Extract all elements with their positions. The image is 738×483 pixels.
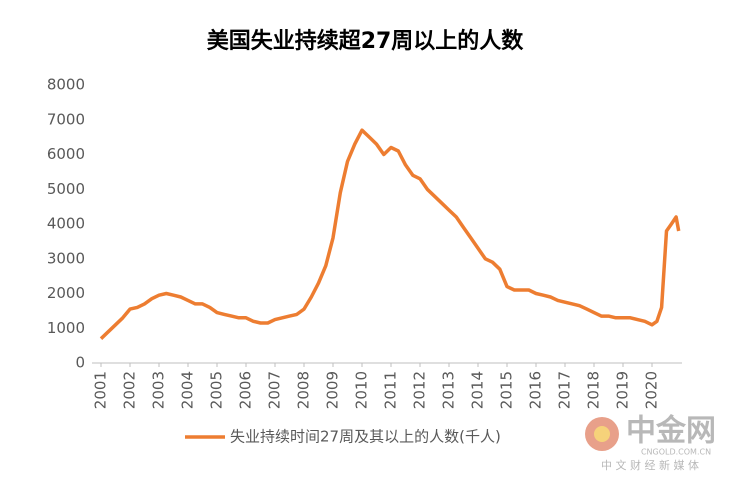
x-tick-label: 2012: [411, 371, 429, 409]
y-tick-label: 6000: [47, 145, 85, 163]
y-tick-label: 7000: [47, 110, 85, 128]
y-tick-label: 0: [75, 354, 85, 372]
x-tick-label: 2015: [498, 371, 516, 409]
x-tick-label: 2005: [208, 371, 226, 409]
x-tick-label: 2019: [614, 371, 632, 409]
x-tick-label: 2010: [353, 371, 371, 409]
y-tick-label: 2000: [47, 284, 85, 302]
x-tick-label: 2016: [527, 371, 545, 409]
x-tick-label: 2013: [440, 371, 458, 409]
logo-core: [594, 426, 610, 442]
x-tick-label: 2017: [556, 371, 574, 409]
series-line: [99, 128, 681, 340]
y-tick-label: 3000: [47, 249, 85, 267]
x-tick-label: 2009: [324, 371, 342, 409]
watermark-brand: 中金网: [626, 414, 716, 449]
x-tick-label: 2018: [585, 371, 603, 409]
x-tick-label: 2014: [469, 371, 487, 409]
x-tick-label: 2006: [237, 371, 255, 409]
x-tick-label: 2004: [179, 371, 197, 409]
x-tick-label: 2020: [643, 371, 661, 409]
x-tick-label: 2002: [121, 371, 139, 409]
watermark-tagline: 中 文 财 经 新 媒 体: [601, 458, 699, 472]
y-tick-label: 8000: [47, 76, 85, 94]
watermark: 中金网 CNGOLD.COM.CN 中 文 财 经 新 媒 体: [585, 414, 716, 472]
x-tick-label: 2011: [382, 371, 400, 409]
y-tick-label: 1000: [47, 319, 85, 337]
watermark-domain: CNGOLD.COM.CN: [641, 448, 711, 457]
x-tick-label: 2007: [266, 371, 284, 409]
y-tick-label: 5000: [47, 180, 85, 198]
legend-label: 失业持续时间27周及其以上的人数(千人): [230, 428, 501, 446]
x-tick-label: 2003: [150, 371, 168, 409]
chart-title: 美国失业持续超27周以上的人数: [207, 28, 525, 54]
y-tick-label: 4000: [47, 215, 85, 233]
x-tick-label: 2008: [295, 371, 313, 409]
x-tick-label: 2001: [92, 371, 110, 409]
